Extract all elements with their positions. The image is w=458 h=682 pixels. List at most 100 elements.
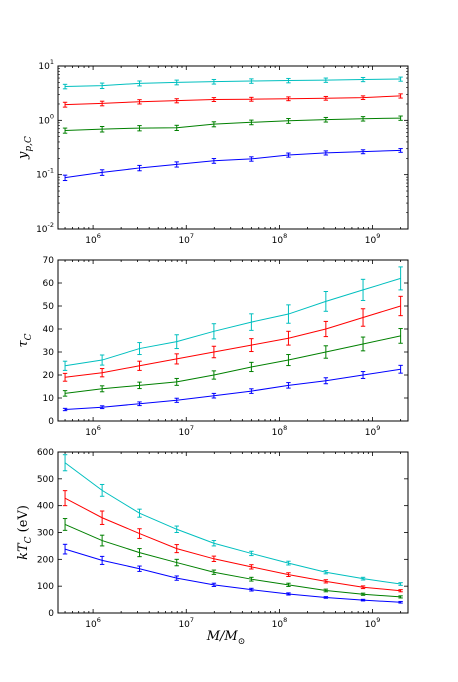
y-tick-label: 300 bbox=[37, 529, 54, 539]
y-tick-label-exp: 1 bbox=[50, 58, 54, 66]
series-3 bbox=[62, 454, 403, 586]
x-tick-label-exp: 7 bbox=[190, 232, 194, 240]
y-axis-label-sub: C bbox=[24, 333, 34, 340]
y-tick-label: 100 bbox=[38, 112, 54, 126]
x-tick-label-base: 10 bbox=[272, 236, 284, 246]
y-tick-label: 0 bbox=[48, 417, 54, 427]
series-1 bbox=[62, 115, 403, 134]
series-0-line bbox=[64, 548, 401, 603]
x-axis-label-sub: ⊙ bbox=[238, 637, 246, 647]
y-tick-label: 10-1 bbox=[36, 167, 54, 181]
series-1-line bbox=[64, 523, 401, 598]
y-tick-label-base: 10 bbox=[38, 116, 50, 126]
x-tick-label-base: 10 bbox=[178, 428, 190, 438]
y-tick-label: 60 bbox=[43, 279, 55, 289]
series-0-line bbox=[65, 368, 401, 410]
y-tick-label-base: 20 bbox=[43, 371, 55, 381]
series-0 bbox=[62, 364, 403, 412]
x-tick-label: 107 bbox=[178, 424, 194, 438]
x-tick-label-base: 10 bbox=[178, 620, 190, 630]
y-tick-label-base: 0 bbox=[48, 609, 54, 619]
x-tick-label: 108 bbox=[272, 616, 288, 630]
x-tick-label: 108 bbox=[272, 232, 288, 246]
x-axis-label-main: M/M bbox=[206, 629, 239, 644]
y-tick-label-base: 200 bbox=[37, 555, 54, 565]
y-tick-label: 20 bbox=[43, 371, 55, 381]
series-3 bbox=[62, 76, 403, 90]
series-2 bbox=[62, 490, 403, 593]
x-tick-label: 106 bbox=[85, 616, 101, 630]
y-tick-label-base: 50 bbox=[43, 302, 55, 312]
x-tick-label-exp: 9 bbox=[376, 424, 380, 432]
y-tick-label: 10-2 bbox=[36, 221, 54, 235]
x-tick-label: 109 bbox=[365, 616, 381, 630]
panel-2-frame bbox=[57, 451, 409, 614]
y-axis-label-main: τ bbox=[16, 340, 31, 348]
series-3-line bbox=[64, 462, 401, 585]
series-2-line bbox=[64, 305, 401, 378]
x-tick-label-exp: 9 bbox=[376, 616, 380, 624]
x-tick-label-exp: 7 bbox=[190, 616, 194, 624]
x-tick-label: 106 bbox=[85, 424, 101, 438]
x-tick-label-base: 10 bbox=[85, 428, 97, 438]
y-tick-label-base: 300 bbox=[37, 529, 54, 539]
x-tick-label-base: 10 bbox=[85, 236, 97, 246]
x-tick-label-base: 10 bbox=[365, 620, 377, 630]
x-tick-label: 108 bbox=[272, 424, 288, 438]
y-tick-label-base: 40 bbox=[43, 325, 55, 335]
y-tick-label: 40 bbox=[43, 325, 55, 335]
y-axis-label: yp,C bbox=[16, 136, 34, 160]
x-tick-label-base: 10 bbox=[178, 236, 190, 246]
x-tick-label-base: 10 bbox=[85, 620, 97, 630]
y-tick-label-base: 400 bbox=[37, 502, 54, 512]
series-2-line bbox=[64, 497, 401, 592]
y-axis-label-unit: (eV) bbox=[16, 505, 31, 536]
y-axis-label-main: kT bbox=[16, 542, 31, 560]
series-0 bbox=[62, 148, 403, 182]
y-tick-label-base: 60 bbox=[43, 279, 55, 289]
x-tick-label: 107 bbox=[178, 616, 194, 630]
y-tick-label: 10 bbox=[43, 394, 55, 404]
x-tick-label-exp: 8 bbox=[283, 424, 287, 432]
y-axis-label-sub: p,C bbox=[24, 136, 34, 152]
y-tick-label: 50 bbox=[43, 302, 55, 312]
x-tick-label: 109 bbox=[365, 424, 381, 438]
series-2 bbox=[62, 295, 403, 382]
panel-0-frame bbox=[57, 65, 409, 230]
x-tick-label-exp: 8 bbox=[283, 616, 287, 624]
series-0 bbox=[62, 543, 403, 604]
y-tick-label: 70 bbox=[43, 256, 55, 266]
y-tick-label: 101 bbox=[38, 58, 54, 72]
y-tick-label: 600 bbox=[37, 448, 54, 458]
y-tick-label: 30 bbox=[43, 348, 55, 358]
series-2-line bbox=[65, 95, 401, 106]
x-tick-label: 107 bbox=[178, 232, 194, 246]
x-tick-label-exp: 6 bbox=[97, 424, 101, 432]
series-2 bbox=[62, 93, 403, 108]
x-tick-label-base: 10 bbox=[272, 620, 284, 630]
y-tick-label-base: 70 bbox=[43, 256, 55, 266]
panel-1-frame bbox=[57, 259, 409, 422]
series-1-line bbox=[65, 117, 401, 131]
series-3-line bbox=[65, 78, 401, 87]
y-tick-label-exp: -1 bbox=[48, 167, 54, 175]
y-tick-label: 200 bbox=[37, 555, 54, 565]
x-tick-label-exp: 6 bbox=[97, 616, 101, 624]
series-3 bbox=[62, 266, 403, 371]
y-tick-label: 100 bbox=[37, 582, 54, 592]
y-axis-label: τC bbox=[16, 333, 34, 347]
series-0-line bbox=[64, 149, 401, 179]
x-tick-label: 106 bbox=[85, 232, 101, 246]
y-tick-label-base: 500 bbox=[37, 475, 54, 485]
y-axis-label-sub: C bbox=[24, 536, 34, 543]
x-tick-label-base: 10 bbox=[272, 428, 284, 438]
x-axis-label: M/M⊙ bbox=[206, 629, 246, 647]
x-tick-label: 109 bbox=[365, 232, 381, 246]
y-tick-label: 400 bbox=[37, 502, 54, 512]
series-1 bbox=[62, 518, 403, 599]
